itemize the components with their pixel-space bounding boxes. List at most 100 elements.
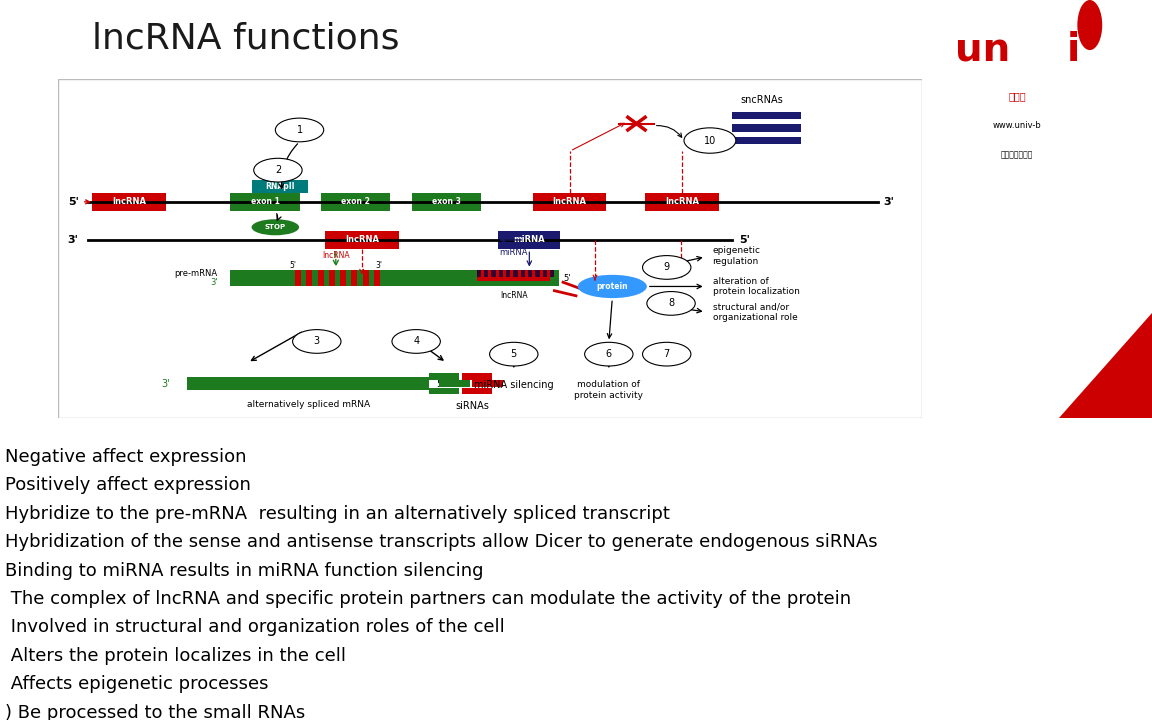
Text: pre-mRNA: pre-mRNA bbox=[174, 269, 218, 279]
Text: miRNA silencing: miRNA silencing bbox=[473, 380, 554, 390]
Text: un: un bbox=[955, 31, 1010, 69]
Text: 3': 3' bbox=[68, 235, 78, 245]
Text: 7: 7 bbox=[664, 349, 669, 359]
Text: lncRNA: lncRNA bbox=[553, 197, 586, 207]
Text: modulation of
protein activity: modulation of protein activity bbox=[575, 380, 643, 400]
Polygon shape bbox=[1059, 313, 1152, 418]
Circle shape bbox=[684, 128, 736, 153]
Text: exon 3: exon 3 bbox=[432, 197, 461, 207]
Ellipse shape bbox=[251, 219, 300, 235]
Text: 1: 1 bbox=[296, 125, 303, 135]
FancyBboxPatch shape bbox=[732, 125, 801, 132]
FancyBboxPatch shape bbox=[429, 373, 460, 379]
FancyBboxPatch shape bbox=[329, 271, 335, 286]
FancyBboxPatch shape bbox=[363, 271, 369, 286]
FancyBboxPatch shape bbox=[373, 271, 380, 286]
Text: 10: 10 bbox=[704, 135, 717, 145]
Text: Binding to miRNA results in miRNA function silencing: Binding to miRNA results in miRNA functi… bbox=[5, 562, 484, 580]
Text: Negative affect expression: Negative affect expression bbox=[5, 448, 247, 466]
FancyBboxPatch shape bbox=[550, 271, 554, 276]
Text: 5': 5' bbox=[68, 197, 78, 207]
Circle shape bbox=[293, 330, 341, 354]
Text: exon 2: exon 2 bbox=[341, 197, 370, 207]
FancyBboxPatch shape bbox=[252, 180, 309, 194]
Text: ) Be processed to the small RNAs: ) Be processed to the small RNAs bbox=[5, 703, 305, 720]
Text: Alters the protein localizes in the cell: Alters the protein localizes in the cell bbox=[5, 647, 346, 665]
FancyBboxPatch shape bbox=[295, 271, 301, 286]
Text: 3': 3' bbox=[376, 261, 382, 270]
FancyBboxPatch shape bbox=[462, 373, 492, 379]
FancyBboxPatch shape bbox=[521, 271, 525, 276]
Text: STOP: STOP bbox=[265, 224, 286, 230]
FancyBboxPatch shape bbox=[429, 387, 460, 394]
FancyBboxPatch shape bbox=[230, 271, 559, 286]
Text: lncRNA: lncRNA bbox=[665, 197, 699, 207]
Text: Involved in structural and organization roles of the cell: Involved in structural and organization … bbox=[5, 618, 505, 636]
Text: lncRNA: lncRNA bbox=[500, 291, 528, 300]
Text: Hybridization of the sense and antisense transcripts allow Dicer to generate end: Hybridization of the sense and antisense… bbox=[5, 534, 878, 552]
Text: 5': 5' bbox=[435, 379, 445, 389]
FancyBboxPatch shape bbox=[412, 192, 482, 211]
FancyBboxPatch shape bbox=[499, 271, 503, 276]
Text: 3': 3' bbox=[161, 379, 170, 389]
Text: www.univ-b: www.univ-b bbox=[993, 121, 1041, 130]
Text: alternatively spliced mRNA: alternatively spliced mRNA bbox=[247, 400, 370, 409]
FancyBboxPatch shape bbox=[528, 271, 532, 276]
FancyBboxPatch shape bbox=[340, 271, 346, 286]
Text: lncRNA: lncRNA bbox=[323, 251, 349, 260]
FancyBboxPatch shape bbox=[514, 271, 517, 276]
Text: 6: 6 bbox=[606, 349, 612, 359]
Text: 3': 3' bbox=[884, 197, 894, 207]
FancyBboxPatch shape bbox=[491, 271, 495, 276]
Text: exon 1: exon 1 bbox=[250, 197, 280, 207]
Circle shape bbox=[275, 118, 324, 142]
Text: sncRNAs: sncRNAs bbox=[741, 95, 783, 105]
Text: 8: 8 bbox=[668, 298, 674, 308]
FancyBboxPatch shape bbox=[543, 271, 547, 276]
FancyBboxPatch shape bbox=[58, 79, 922, 418]
Text: 9: 9 bbox=[664, 262, 669, 272]
FancyBboxPatch shape bbox=[318, 271, 324, 286]
FancyBboxPatch shape bbox=[92, 192, 166, 211]
Text: structural and/or
organizational role: structural and/or organizational role bbox=[712, 303, 797, 323]
Text: lncRNA: lncRNA bbox=[112, 197, 146, 207]
Text: protein: protein bbox=[597, 282, 628, 291]
FancyBboxPatch shape bbox=[326, 230, 399, 249]
Text: miRNA: miRNA bbox=[500, 248, 528, 257]
Text: alteration of
protein localization: alteration of protein localization bbox=[712, 276, 799, 296]
FancyBboxPatch shape bbox=[321, 192, 391, 211]
Text: miRNA: miRNA bbox=[514, 235, 545, 245]
Text: siRNAs: siRNAs bbox=[455, 400, 490, 410]
Text: i: i bbox=[1067, 31, 1079, 69]
FancyBboxPatch shape bbox=[732, 137, 801, 144]
Circle shape bbox=[643, 342, 691, 366]
FancyBboxPatch shape bbox=[506, 271, 510, 276]
Text: Hybridize to the pre-mRNA  resulting in an alternatively spliced transcript: Hybridize to the pre-mRNA resulting in a… bbox=[5, 505, 669, 523]
Text: 3': 3' bbox=[210, 278, 218, 287]
FancyBboxPatch shape bbox=[477, 271, 550, 282]
FancyBboxPatch shape bbox=[440, 380, 470, 387]
Text: RNApII: RNApII bbox=[265, 182, 295, 191]
Text: 3: 3 bbox=[313, 336, 320, 346]
FancyBboxPatch shape bbox=[462, 387, 492, 394]
Circle shape bbox=[392, 330, 440, 354]
FancyBboxPatch shape bbox=[187, 377, 429, 390]
FancyBboxPatch shape bbox=[472, 380, 502, 387]
Text: lncRNA functions: lncRNA functions bbox=[92, 22, 400, 56]
Text: 5': 5' bbox=[740, 235, 750, 245]
Text: lncRNA: lncRNA bbox=[346, 235, 379, 245]
Text: 2: 2 bbox=[275, 165, 281, 175]
Text: 5': 5' bbox=[289, 261, 296, 270]
FancyBboxPatch shape bbox=[732, 112, 801, 119]
Text: 5: 5 bbox=[510, 349, 517, 359]
FancyBboxPatch shape bbox=[306, 271, 312, 286]
Circle shape bbox=[647, 292, 696, 315]
Circle shape bbox=[584, 342, 634, 366]
FancyBboxPatch shape bbox=[351, 271, 357, 286]
Text: Positively affect expression: Positively affect expression bbox=[5, 477, 251, 495]
FancyBboxPatch shape bbox=[536, 271, 539, 276]
Ellipse shape bbox=[578, 275, 646, 298]
FancyBboxPatch shape bbox=[645, 192, 719, 211]
Circle shape bbox=[643, 256, 691, 279]
FancyBboxPatch shape bbox=[477, 271, 482, 276]
